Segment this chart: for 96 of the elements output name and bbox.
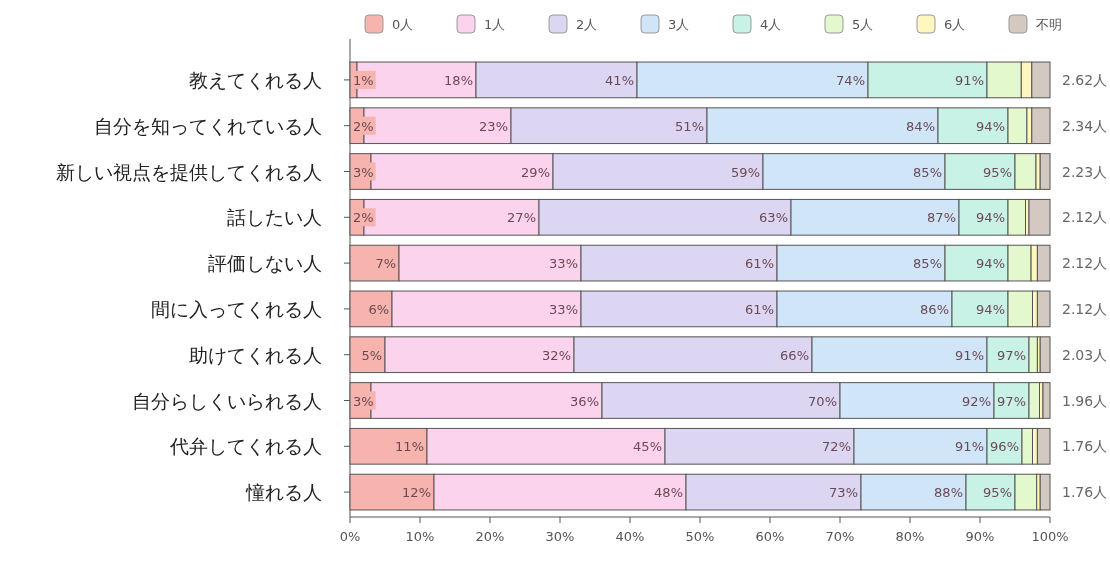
annotation: 88% <box>934 485 963 501</box>
data-label: 12% <box>402 485 431 501</box>
annotation: 18% <box>444 72 473 88</box>
annotation: 94% <box>976 118 1005 134</box>
data-label: 6% <box>368 301 389 317</box>
annotation: 87% <box>927 210 956 226</box>
x-tick-label: 80% <box>895 529 925 544</box>
legend-label: 0人 <box>392 17 414 32</box>
data-label: 1% <box>353 72 374 88</box>
y-tick-label: 評価しない人 <box>208 252 322 275</box>
annotation: 61% <box>745 256 774 272</box>
x-tick-label: 10% <box>405 529 435 544</box>
annotation: 96% <box>990 439 1019 455</box>
y-tick-label: 間に入ってくれる人 <box>151 297 322 320</box>
bar <box>1028 198 1051 236</box>
data-label: 2% <box>353 210 374 226</box>
annotation: 91% <box>955 72 984 88</box>
legend-label: 4人 <box>760 17 782 32</box>
text: 2.12人 <box>1062 255 1108 272</box>
annotation: 36% <box>570 393 599 409</box>
annotation: 72% <box>822 439 851 455</box>
annotation: 91% <box>955 439 984 455</box>
x-tick-label: 20% <box>475 529 505 544</box>
annotation: 86% <box>920 301 949 317</box>
y-tick-label: 助けてくれる人 <box>189 343 322 366</box>
bar <box>1039 336 1051 374</box>
annotation: 48% <box>654 485 683 501</box>
text: 2.62人 <box>1062 71 1108 88</box>
data-label: 3% <box>353 393 374 409</box>
annotation: 33% <box>549 301 578 317</box>
bar <box>1042 382 1051 419</box>
legend-label: 3人 <box>668 17 690 32</box>
annotation: 95% <box>983 485 1012 501</box>
annotation: 33% <box>549 256 578 272</box>
annotation: 51% <box>675 118 704 134</box>
x-tick-label: 0% <box>339 529 361 544</box>
y-tick-label: 自分らしくいられる人 <box>132 389 322 412</box>
annotation: 85% <box>913 256 942 272</box>
bar <box>1039 153 1051 190</box>
text: 1.96人 <box>1062 392 1108 409</box>
data-label: 3% <box>353 164 374 180</box>
y-tick-label: 憧れる人 <box>245 481 322 504</box>
annotation: 95% <box>983 164 1012 180</box>
x-tick-label: 100% <box>1031 529 1069 544</box>
annotation: 92% <box>962 393 991 409</box>
bar <box>1036 290 1051 328</box>
text: 2.12人 <box>1062 300 1108 317</box>
x-tick-label: 60% <box>755 529 785 544</box>
data-label: 11% <box>395 439 424 455</box>
annotation: 84% <box>906 118 935 134</box>
annotation: 23% <box>479 118 508 134</box>
annotation: 97% <box>997 347 1026 363</box>
annotation: 94% <box>976 210 1005 226</box>
x-tick-label: 30% <box>545 529 575 544</box>
annotation: 97% <box>997 393 1026 409</box>
annotation: 91% <box>955 347 984 363</box>
annotation: 94% <box>976 256 1005 272</box>
annotation: 70% <box>808 393 837 409</box>
legend-label: 5人 <box>852 17 874 32</box>
legend-label: 不明 <box>1036 17 1062 32</box>
text: 1.76人 <box>1062 438 1108 455</box>
data-label: 7% <box>375 256 396 272</box>
y-tick-label: 代弁してくれる人 <box>169 435 322 458</box>
x-tick-label: 40% <box>615 529 645 544</box>
legend-label: 2人 <box>576 17 598 32</box>
text: 2.12人 <box>1062 209 1108 226</box>
annotation: 29% <box>521 164 550 180</box>
annotation: 61% <box>745 301 774 317</box>
annotation: 85% <box>913 164 942 180</box>
text: 1.76人 <box>1062 484 1108 501</box>
data-label: 2% <box>353 118 374 134</box>
text: 2.23人 <box>1062 163 1108 180</box>
bar <box>1039 473 1051 511</box>
y-tick-label: 教えてくれる人 <box>189 68 322 91</box>
legend-label: 6人 <box>944 17 966 32</box>
text: 2.34人 <box>1062 117 1108 134</box>
annotation: 27% <box>507 210 536 226</box>
bar <box>1036 427 1051 465</box>
annotation: 32% <box>542 347 571 363</box>
annotation: 41% <box>605 72 634 88</box>
annotation: 45% <box>633 439 662 455</box>
legend-label: 1人 <box>484 17 506 32</box>
annotation: 74% <box>836 72 865 88</box>
x-tick-label: 50% <box>685 529 715 544</box>
y-tick-label: 話したい人 <box>227 206 322 229</box>
annotation: 73% <box>829 485 858 501</box>
x-tick-label: 90% <box>965 529 995 544</box>
data-label: 5% <box>361 347 382 363</box>
annotation: 66% <box>780 347 809 363</box>
x-tick-label: 70% <box>825 529 855 544</box>
annotation: 94% <box>976 301 1005 317</box>
y-tick-label: 自分を知ってくれている人 <box>94 114 322 137</box>
y-tick-label: 新しい視点を提供してくれる人 <box>56 160 322 183</box>
annotation: 63% <box>759 210 788 226</box>
annotation: 59% <box>731 164 760 180</box>
text: 2.03人 <box>1062 346 1108 363</box>
